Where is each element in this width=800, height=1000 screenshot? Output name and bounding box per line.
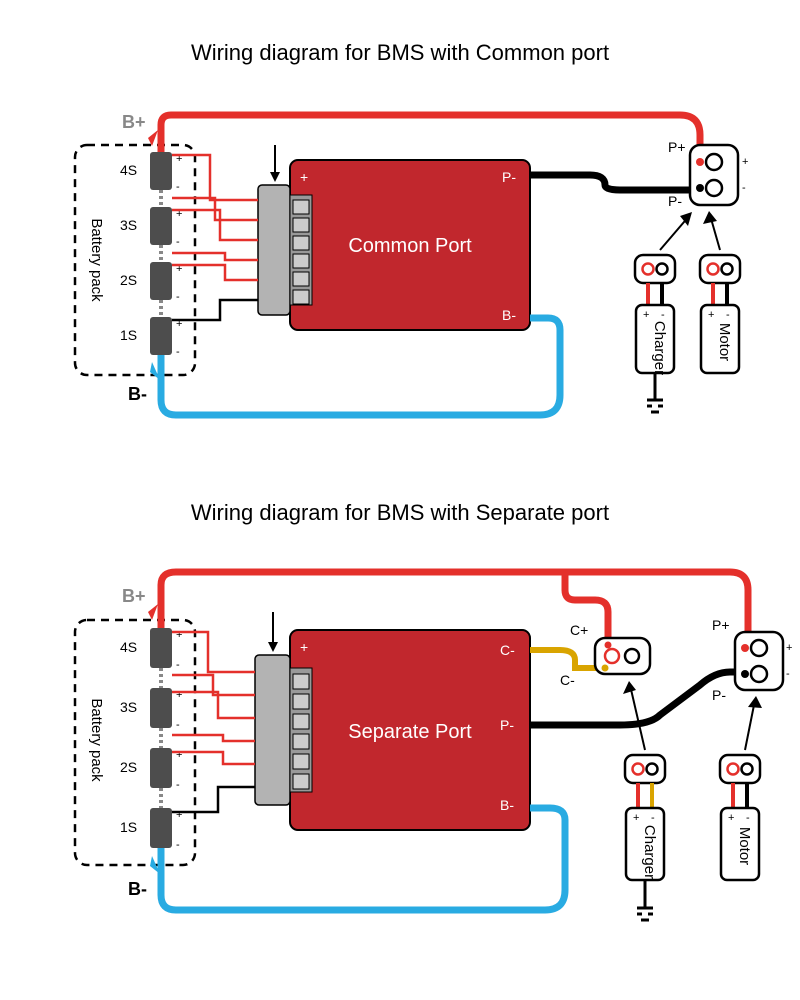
svg-text:-: - (176, 236, 180, 248)
b-minus-label: B- (128, 879, 147, 899)
out-p-minus: P- (668, 193, 682, 209)
motor-label: Motor (716, 323, 733, 361)
bms-label: Common Port (348, 235, 472, 257)
c-minus-label: C- (560, 672, 575, 688)
svg-text:-: - (176, 779, 180, 791)
bms-pin-plus: + (300, 639, 308, 655)
svg-text:-: - (661, 309, 665, 321)
diagram-separate: Battery pack 4S +- 3S +- 2S +- 1S +- Sep… (0, 550, 800, 980)
battery-pack-label: Battery pack (88, 218, 105, 302)
bms-label: Separate Port (348, 721, 472, 743)
svg-text:-: - (651, 812, 655, 824)
svg-text:-: - (742, 182, 746, 194)
svg-text:+: + (742, 156, 748, 168)
output-block: P+ P- + - (668, 139, 748, 209)
balance-wires (172, 632, 255, 812)
svg-text:+: + (786, 642, 792, 654)
cell-label-4s: 4S (120, 162, 137, 178)
battery-pack-label: Battery pack (88, 698, 105, 782)
charger: +- Charger (635, 255, 675, 412)
svg-text:-: - (176, 291, 180, 303)
motor-label: Motor (736, 827, 753, 865)
svg-text:-: - (176, 181, 180, 193)
p-plus-label: P+ (712, 617, 730, 633)
cell-3s: 3S (120, 699, 137, 715)
svg-text:-: - (726, 309, 730, 321)
svg-text:+: + (633, 812, 639, 824)
cell-label-3s: 3S (120, 217, 137, 233)
out-p-plus: P+ (668, 139, 686, 155)
balance-connector (258, 185, 290, 315)
battery-cells: 4S +- 3S +- 2S +- 1S +- (120, 628, 182, 851)
bms-pin-bminus: B- (502, 307, 516, 323)
cell-label-2s: 2S (120, 272, 137, 288)
b-plus-label: B+ (122, 112, 146, 132)
charger-label: Charger (651, 321, 668, 375)
bms-pin-cminus: C- (500, 642, 515, 658)
b-plus-label: B+ (122, 586, 146, 606)
bms-pin-plus: + (300, 169, 308, 185)
bms-pin-bminus: B- (500, 797, 514, 813)
svg-text:-: - (176, 719, 180, 731)
charger: +- Charger (625, 755, 665, 920)
p-minus-label: P- (712, 687, 726, 703)
balance-wires (172, 155, 258, 320)
svg-text:+: + (643, 309, 649, 321)
balance-connector (255, 655, 290, 805)
svg-text:-: - (176, 346, 180, 358)
svg-text:-: - (176, 659, 180, 671)
battery-cells: 4S +- 3S +- 2S +- 1S +- (120, 152, 182, 358)
svg-text:-: - (746, 812, 750, 824)
svg-text:-: - (786, 668, 790, 680)
wire-c-minus (530, 650, 600, 668)
svg-text:+: + (708, 309, 714, 321)
bms-pin-pminus: P- (502, 169, 516, 185)
cell-2s: 2S (120, 759, 137, 775)
cell-4s: 4S (120, 639, 137, 655)
charger-label: Charger (641, 825, 658, 879)
title-common: Wiring diagram for BMS with Common port (0, 40, 800, 66)
p-output-block: P+ P- + - (712, 617, 792, 703)
wire-b-minus (161, 318, 560, 415)
cell-1s: 1S (120, 819, 137, 835)
motor: +- Motor (720, 755, 760, 880)
motor: +- Motor (700, 255, 740, 373)
title-separate: Wiring diagram for BMS with Separate por… (0, 500, 800, 526)
diagram-common: Battery pack 4S +- 3S +- 2S +- 1S +- Com… (0, 90, 800, 470)
c-plus-label: C+ (570, 622, 588, 638)
svg-text:+: + (728, 812, 734, 824)
cell-label-1s: 1S (120, 327, 137, 343)
svg-text:-: - (176, 839, 180, 851)
wire-p-minus (530, 175, 695, 190)
bms-pin-pminus: P- (500, 717, 514, 733)
b-minus-label: B- (128, 384, 147, 404)
wire-b-plus (161, 115, 700, 158)
